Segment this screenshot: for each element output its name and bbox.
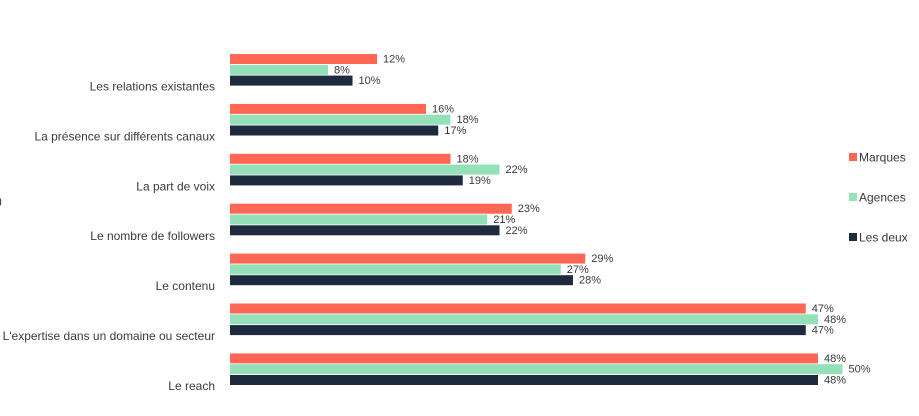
legend: Marques Agences Les deux: [849, 151, 908, 245]
value-label-les-deux-l-expertise-dans-un-domaine-ou-secteur: 47%: [812, 325, 834, 337]
bar-agences-la-presence-sur-differents-canaux: [230, 114, 451, 125]
bar-agences-l-expertise-dans-un-domaine-ou-secteur: [230, 314, 818, 325]
bar-les-deux-le-nombre-de-followers: [230, 225, 500, 236]
bar-les-deux-la-part-de-voix: [230, 175, 463, 186]
bar-les-deux-le-reach: [230, 375, 818, 385]
category-labels-group: Les relations existantes La présence sur …: [3, 80, 215, 393]
value-label-marques-l-expertise-dans-un-domaine-ou-secteur: 47%: [812, 303, 834, 315]
value-label-les-deux-les-relations-existantes: 10%: [359, 75, 381, 87]
bar-agences-le-nombre-de-followers: [230, 214, 488, 225]
edge-glyph: ): [0, 194, 2, 208]
legend-label-agences: Agences: [859, 191, 906, 205]
value-label-agences-le-reach: 50%: [849, 364, 871, 376]
value-label-agences-les-relations-existantes: 8%: [334, 64, 350, 76]
value-label-agences-la-presence-sur-differents-canaux: 18%: [457, 114, 479, 126]
bar-les-deux-l-expertise-dans-un-domaine-ou-secteur: [230, 325, 806, 336]
bar-les-deux-le-contenu: [230, 275, 573, 286]
bar-les-deux-les-relations-existantes: [230, 75, 353, 86]
value-label-les-deux-le-nombre-de-followers: 22%: [506, 225, 528, 237]
category-label-le-reach: Le reach: [168, 379, 215, 393]
value-label-agences-le-contenu: 27%: [567, 264, 589, 276]
value-label-les-deux-le-reach: 48%: [824, 375, 846, 387]
bar-agences-le-contenu: [230, 264, 561, 275]
value-label-marques-les-relations-existantes: 12%: [383, 54, 405, 66]
value-label-marques-le-contenu: 29%: [591, 253, 613, 265]
bar-marques-la-presence-sur-differents-canaux: [230, 103, 426, 114]
bar-les-deux-la-presence-sur-differents-canaux: [230, 125, 439, 136]
bar-agences-le-reach: [230, 364, 843, 375]
legend-label-les-deux: Les deux: [859, 231, 908, 245]
value-label-marques-le-nombre-de-followers: 23%: [518, 203, 540, 215]
bar-marques-le-contenu: [230, 253, 586, 264]
value-label-marques-le-reach: 48%: [824, 353, 846, 365]
bar-marques-les-relations-existantes: [230, 54, 377, 64]
value-label-marques-la-part-de-voix: 18%: [457, 153, 479, 165]
category-label-le-nombre-de-followers: Le nombre de followers: [90, 229, 215, 243]
legend-swatch-marques: [849, 153, 857, 161]
value-label-marques-la-presence-sur-differents-canaux: 16%: [432, 103, 454, 115]
category-label-la-presence-sur-differents-canaux: La présence sur différents canaux: [34, 129, 215, 143]
value-label-agences-l-expertise-dans-un-domaine-ou-secteur: 48%: [824, 314, 846, 326]
bars-group: [230, 54, 843, 385]
value-label-les-deux-la-part-de-voix: 19%: [469, 175, 491, 187]
bar-agences-la-part-de-voix: [230, 164, 500, 175]
category-label-les-relations-existantes: Les relations existantes: [90, 80, 215, 94]
bar-marques-le-nombre-de-followers: [230, 203, 512, 214]
bar-marques-le-reach: [230, 353, 818, 364]
legend-swatch-les-deux: [849, 233, 857, 241]
value-labels-group: 12%8%10%16%18%17%18%22%19%23%21%22%29%27…: [334, 54, 871, 387]
bar-marques-la-part-de-voix: [230, 153, 451, 164]
value-label-les-deux-la-presence-sur-differents-canaux: 17%: [444, 125, 466, 137]
category-label-la-part-de-voix: La part de voix: [136, 179, 215, 193]
legend-label-marques: Marques: [859, 151, 906, 165]
value-label-agences-la-part-de-voix: 22%: [506, 164, 528, 176]
category-label-le-contenu: Le contenu: [156, 279, 215, 293]
bar-agences-les-relations-existantes: [230, 64, 328, 75]
value-label-les-deux-le-contenu: 28%: [579, 275, 601, 287]
bar-marques-l-expertise-dans-un-domaine-ou-secteur: [230, 303, 806, 314]
category-label-l-expertise-dans-un-domaine-ou-secteur: L'expertise dans un domaine ou secteur: [3, 329, 215, 343]
legend-swatch-agences: [849, 193, 857, 201]
value-label-agences-le-nombre-de-followers: 21%: [493, 214, 515, 226]
